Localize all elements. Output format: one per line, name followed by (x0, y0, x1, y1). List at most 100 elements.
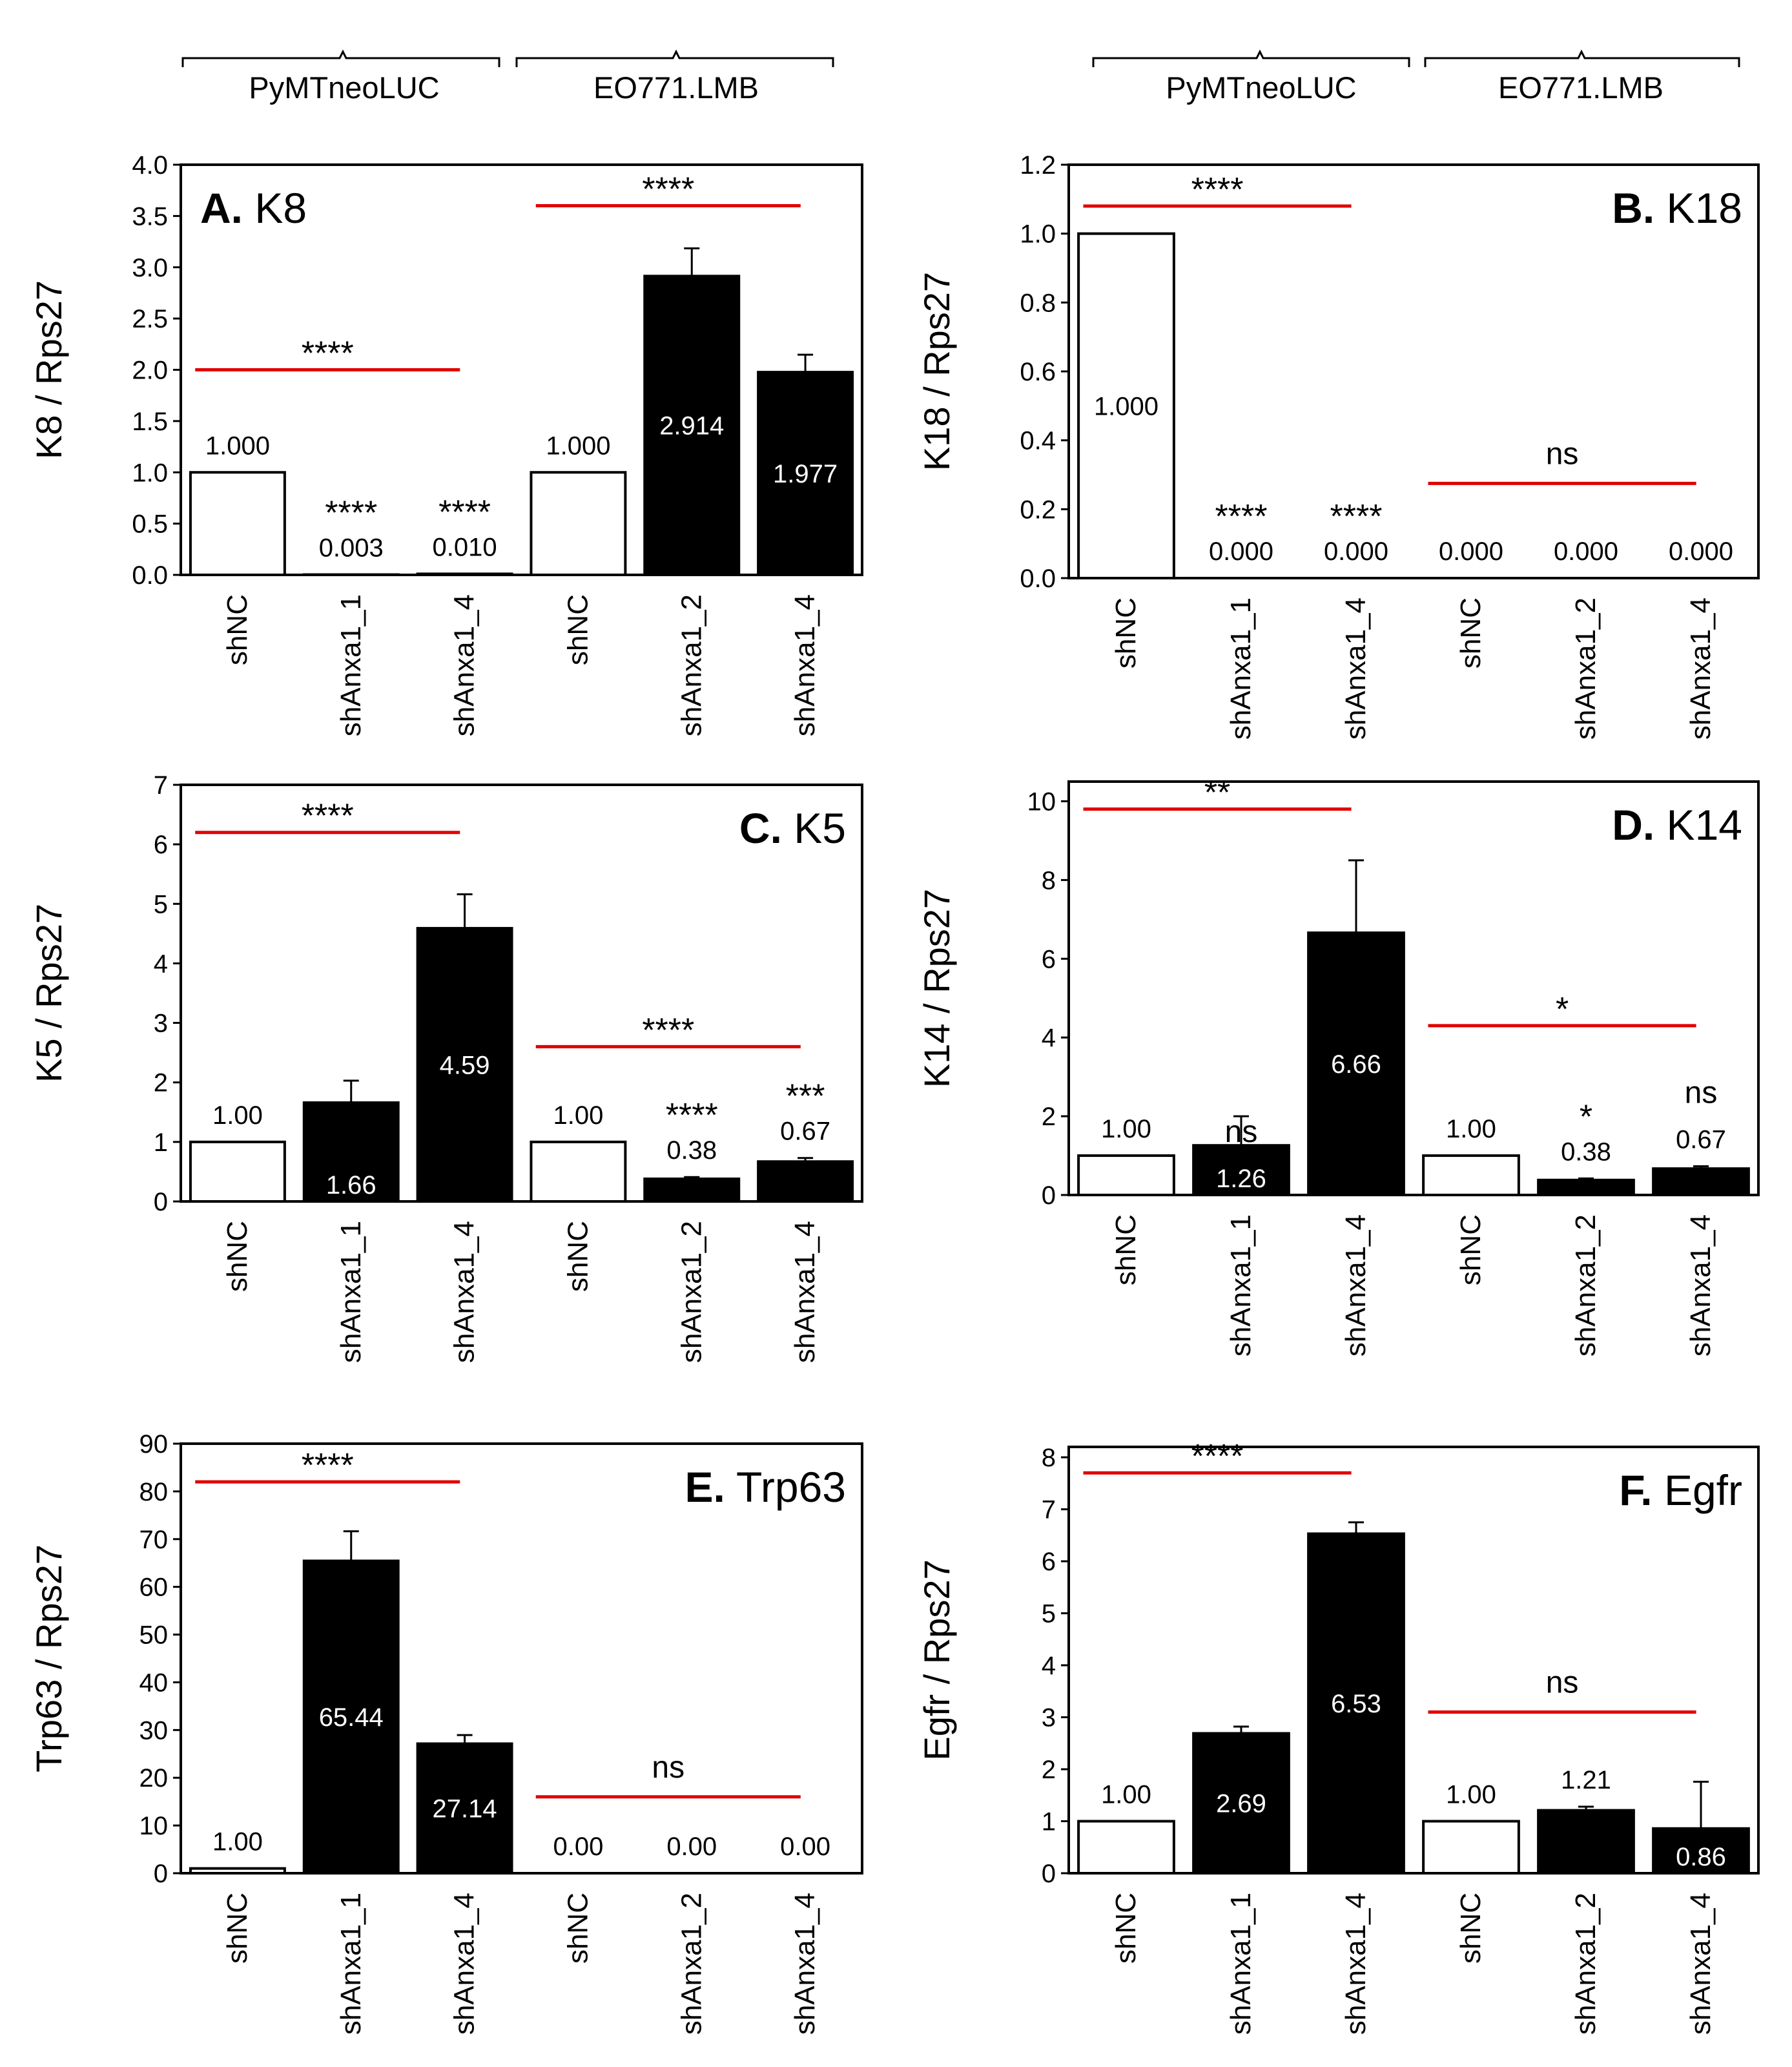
bar (643, 275, 741, 576)
data-label: 0.000 (1439, 537, 1503, 566)
chart-3: 0 1 2 3 4 5 6 7 K5 / Rps27 1.00 shNC 1.66 ns shAnxa1_… (28, 771, 863, 1363)
bar (189, 1140, 286, 1203)
y-tick-label: 1.2 (1020, 151, 1056, 180)
comparison-label: **** (642, 171, 694, 209)
panel-letter: F. (1619, 1466, 1652, 1514)
data-label: 1.977 (773, 460, 838, 488)
y-tick-label: 0 (1042, 1181, 1056, 1210)
data-label: 27.14 (433, 1795, 497, 1823)
comparison-label: **** (302, 335, 354, 373)
chart-title-text: K5 (782, 804, 846, 852)
panel-letter: E. (685, 1463, 725, 1511)
y-axis-label: Trp63 / Rps27 (28, 1544, 69, 1772)
significance-label: **** (1330, 1650, 1383, 1688)
x-tick-label: shAnxa1_4 (1340, 597, 1372, 740)
data-label: 6.53 (1331, 1690, 1381, 1718)
charts: 0.0 0.5 1.0 1.5 2.0 2.5 3.0 3.5 4.0 K8 / Rps27 1.0… (28, 151, 1760, 2035)
group-brace-right-1 (1092, 49, 1410, 67)
plot-frame (180, 784, 863, 1203)
y-tick-label: 2 (154, 1069, 168, 1097)
x-tick-label: shAnxa1_1 (1225, 597, 1257, 740)
y-axis-label: K5 / Rps27 (28, 904, 69, 1083)
y-axis-label: K14 / Rps27 (916, 889, 957, 1088)
bar (530, 471, 627, 576)
x-tick-label: shAnxa1_1 (1225, 1893, 1257, 2035)
group-brace-left-2 (515, 49, 834, 67)
comparison-label: **** (302, 798, 354, 835)
x-tick-label: shAnxa1_1 (335, 1893, 367, 2035)
data-label: 1.000 (546, 431, 610, 460)
group-brace-right-2 (1424, 49, 1740, 67)
chart-title-text: K8 (243, 184, 307, 232)
data-label: 1.00 (1101, 1781, 1151, 1809)
data-label: 0.010 (433, 533, 497, 561)
y-tick-label: 1.5 (132, 408, 168, 436)
y-tick-label: 60 (139, 1574, 169, 1602)
data-label: 6.66 (1331, 1050, 1381, 1079)
chart-title: D. K14 (1612, 801, 1742, 849)
data-label: 0.00 (553, 1833, 603, 1861)
chart-5: 0 10 20 30 40 50 60 70 80 90 Trp63 / Rps27 1.00 shNC… (28, 1430, 863, 2035)
bar (1537, 1809, 1635, 1875)
significance-label: *** (786, 1078, 825, 1116)
x-tick-label: shAnxa1_4 (1685, 1893, 1716, 2035)
y-tick-label: 0 (1042, 1860, 1056, 1888)
bar (757, 1160, 854, 1203)
panel-letter: A. (200, 184, 243, 232)
group-label-left-1: PyMTneoLUC (249, 70, 439, 105)
y-tick-label: 4 (1042, 1652, 1056, 1680)
chart-title: B. K18 (1612, 184, 1742, 232)
bar (1077, 232, 1175, 579)
x-tick-label: shAnxa1_2 (1570, 1893, 1601, 2035)
x-tick-label: shNC (221, 594, 253, 665)
group-brace-left-1 (181, 49, 500, 67)
x-tick-label: shNC (221, 1893, 253, 1964)
y-tick-label: 50 (139, 1621, 169, 1650)
significance-label: **** (1330, 498, 1383, 535)
data-label: 1.66 (326, 1171, 376, 1200)
y-axis-label: K8 / Rps27 (28, 280, 69, 459)
y-tick-label: 0.6 (1020, 358, 1056, 386)
plot-frame (180, 1442, 863, 1875)
panel-letter: D. (1612, 801, 1654, 849)
data-label: 1.21 (1561, 1766, 1611, 1794)
data-label: 1.000 (205, 431, 270, 460)
x-tick-label: shAnxa1_4 (789, 594, 821, 736)
chart-2: 0.0 0.2 0.4 0.6 0.8 1.0 1.2 K18 / Rps27 1.000 shN… (916, 151, 1760, 740)
data-label: 0.000 (1209, 537, 1273, 566)
significance-label: ns (1225, 1115, 1258, 1149)
y-tick-label: 6 (154, 831, 168, 859)
bar (530, 1140, 627, 1203)
y-tick-label: 90 (139, 1430, 169, 1459)
significance-label: ** (1343, 1011, 1369, 1048)
x-tick-label: shAnxa1_2 (675, 1221, 707, 1363)
data-label: 65.44 (319, 1703, 384, 1732)
bar (1422, 1154, 1520, 1196)
data-label: 0.00 (780, 1833, 830, 1861)
data-label: 1.00 (212, 1101, 263, 1130)
x-tick-label: shAnxa1_2 (675, 1893, 707, 2035)
x-tick-label: shAnxa1_4 (449, 594, 480, 736)
chart-title: C. K5 (739, 804, 846, 852)
x-tick-label: shNC (1110, 1893, 1142, 1964)
x-tick-label: shNC (1455, 597, 1487, 669)
data-label: 0.000 (1324, 537, 1388, 566)
y-tick-label: 1.0 (1020, 220, 1056, 249)
chart-title: F. Egfr (1619, 1466, 1742, 1514)
y-tick-label: 1.0 (132, 459, 168, 487)
data-label: 0.67 (780, 1117, 830, 1146)
data-label: 1.00 (1446, 1781, 1496, 1809)
comparison-label: ns (1546, 1665, 1579, 1699)
significance-label: **** (438, 493, 491, 531)
y-tick-label: 0.4 (1020, 427, 1056, 455)
x-tick-label: shNC (1455, 1893, 1487, 1964)
y-tick-label: 2.5 (132, 305, 168, 333)
y-tick-label: 0.8 (1020, 289, 1056, 317)
data-label: 0.86 (1676, 1843, 1726, 1871)
data-label: 0.00 (666, 1833, 717, 1861)
bar (416, 1742, 513, 1875)
bar (416, 927, 513, 1203)
x-tick-label: shNC (562, 1221, 593, 1292)
